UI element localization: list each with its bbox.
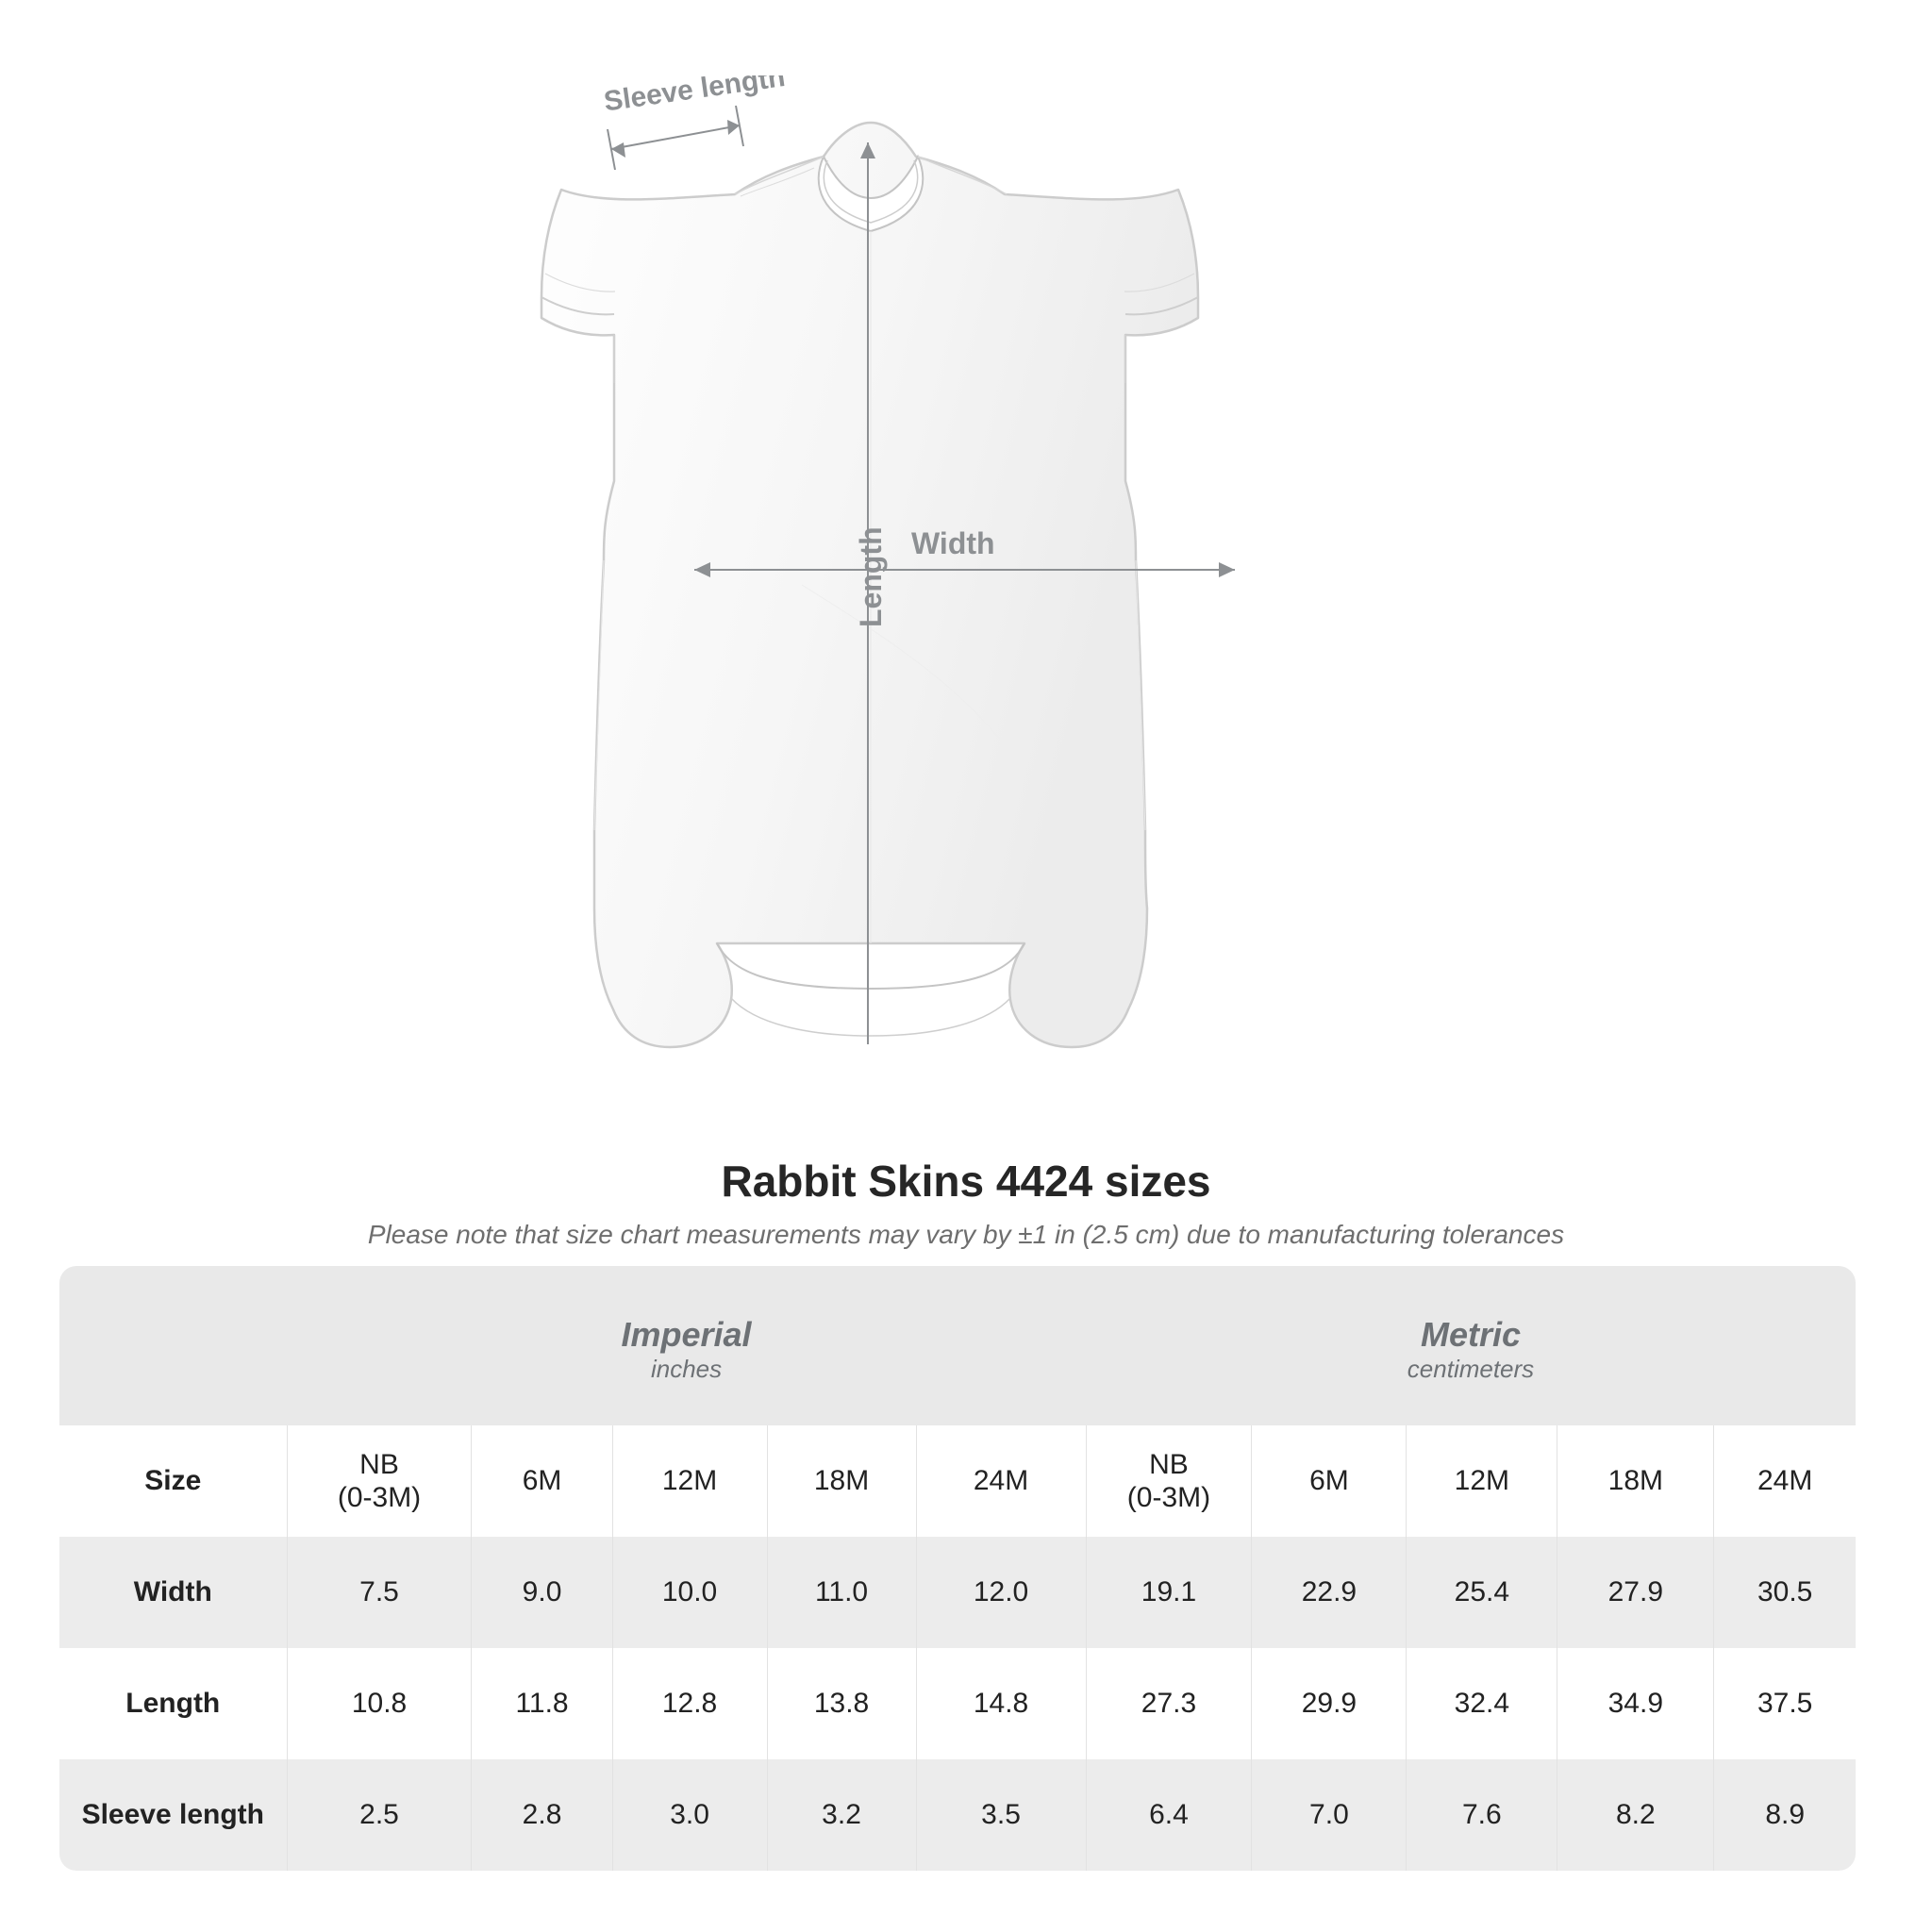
svg-text:Sleeve length: Sleeve length	[602, 75, 787, 118]
svg-text:Length: Length	[854, 526, 888, 627]
svg-text:Width: Width	[911, 526, 995, 560]
